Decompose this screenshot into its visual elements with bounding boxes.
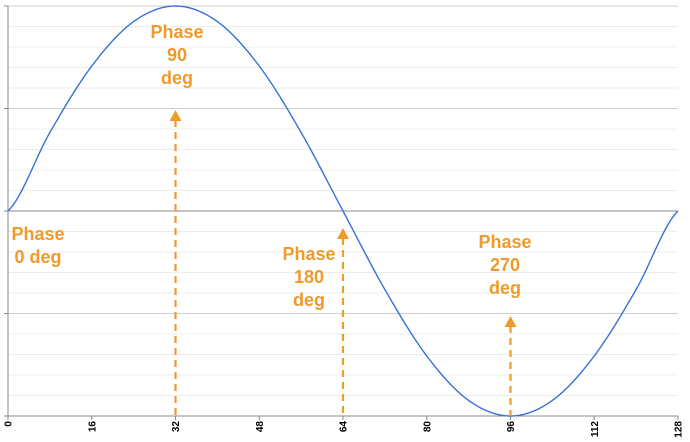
series-group [7,5,679,417]
x-tick-label: 48 [255,421,266,433]
phase-annotation: Phase 270 deg [478,232,532,416]
annotation-label: 180 [294,267,324,287]
phase-annotation: Phase 90 deg [150,22,204,416]
phase-annotation: Phase 180 deg [282,228,349,416]
arrow-up-icon [504,316,517,327]
annotation-label: Phase [282,244,335,264]
annotation-label: deg [161,68,193,88]
annotation-label: 0 deg [14,247,61,267]
x-axis-ticks: 0 16 32 48 64 80 96 112 128 [4,416,685,438]
x-tick-label: 80 [422,421,433,433]
x-tick-label: 128 [674,421,685,438]
annotation-label: Phase [478,232,531,252]
x-tick-label: 64 [339,421,350,433]
arrow-up-icon [169,110,182,121]
annotation-label: Phase [11,224,64,244]
x-tick-label: 112 [590,421,601,438]
annotation-label: deg [489,278,521,298]
annotation-label: Phase [150,22,203,42]
x-tick-label: 16 [87,421,98,433]
annotation-label: 270 [490,255,520,275]
x-tick-label: 96 [506,421,517,433]
annotation-label: 90 [167,45,187,65]
phase-annotation: Phase 0 deg [11,224,64,267]
annotations: Phase 0 deg Phase 90 deg Phase 180 deg Phase 270 d… [11,22,532,416]
annotation-label: deg [293,290,325,310]
x-tick-label: 0 [4,421,15,427]
arrow-up-icon [337,228,349,239]
sine-series-line [7,5,679,417]
x-tick-label: 32 [171,421,182,433]
